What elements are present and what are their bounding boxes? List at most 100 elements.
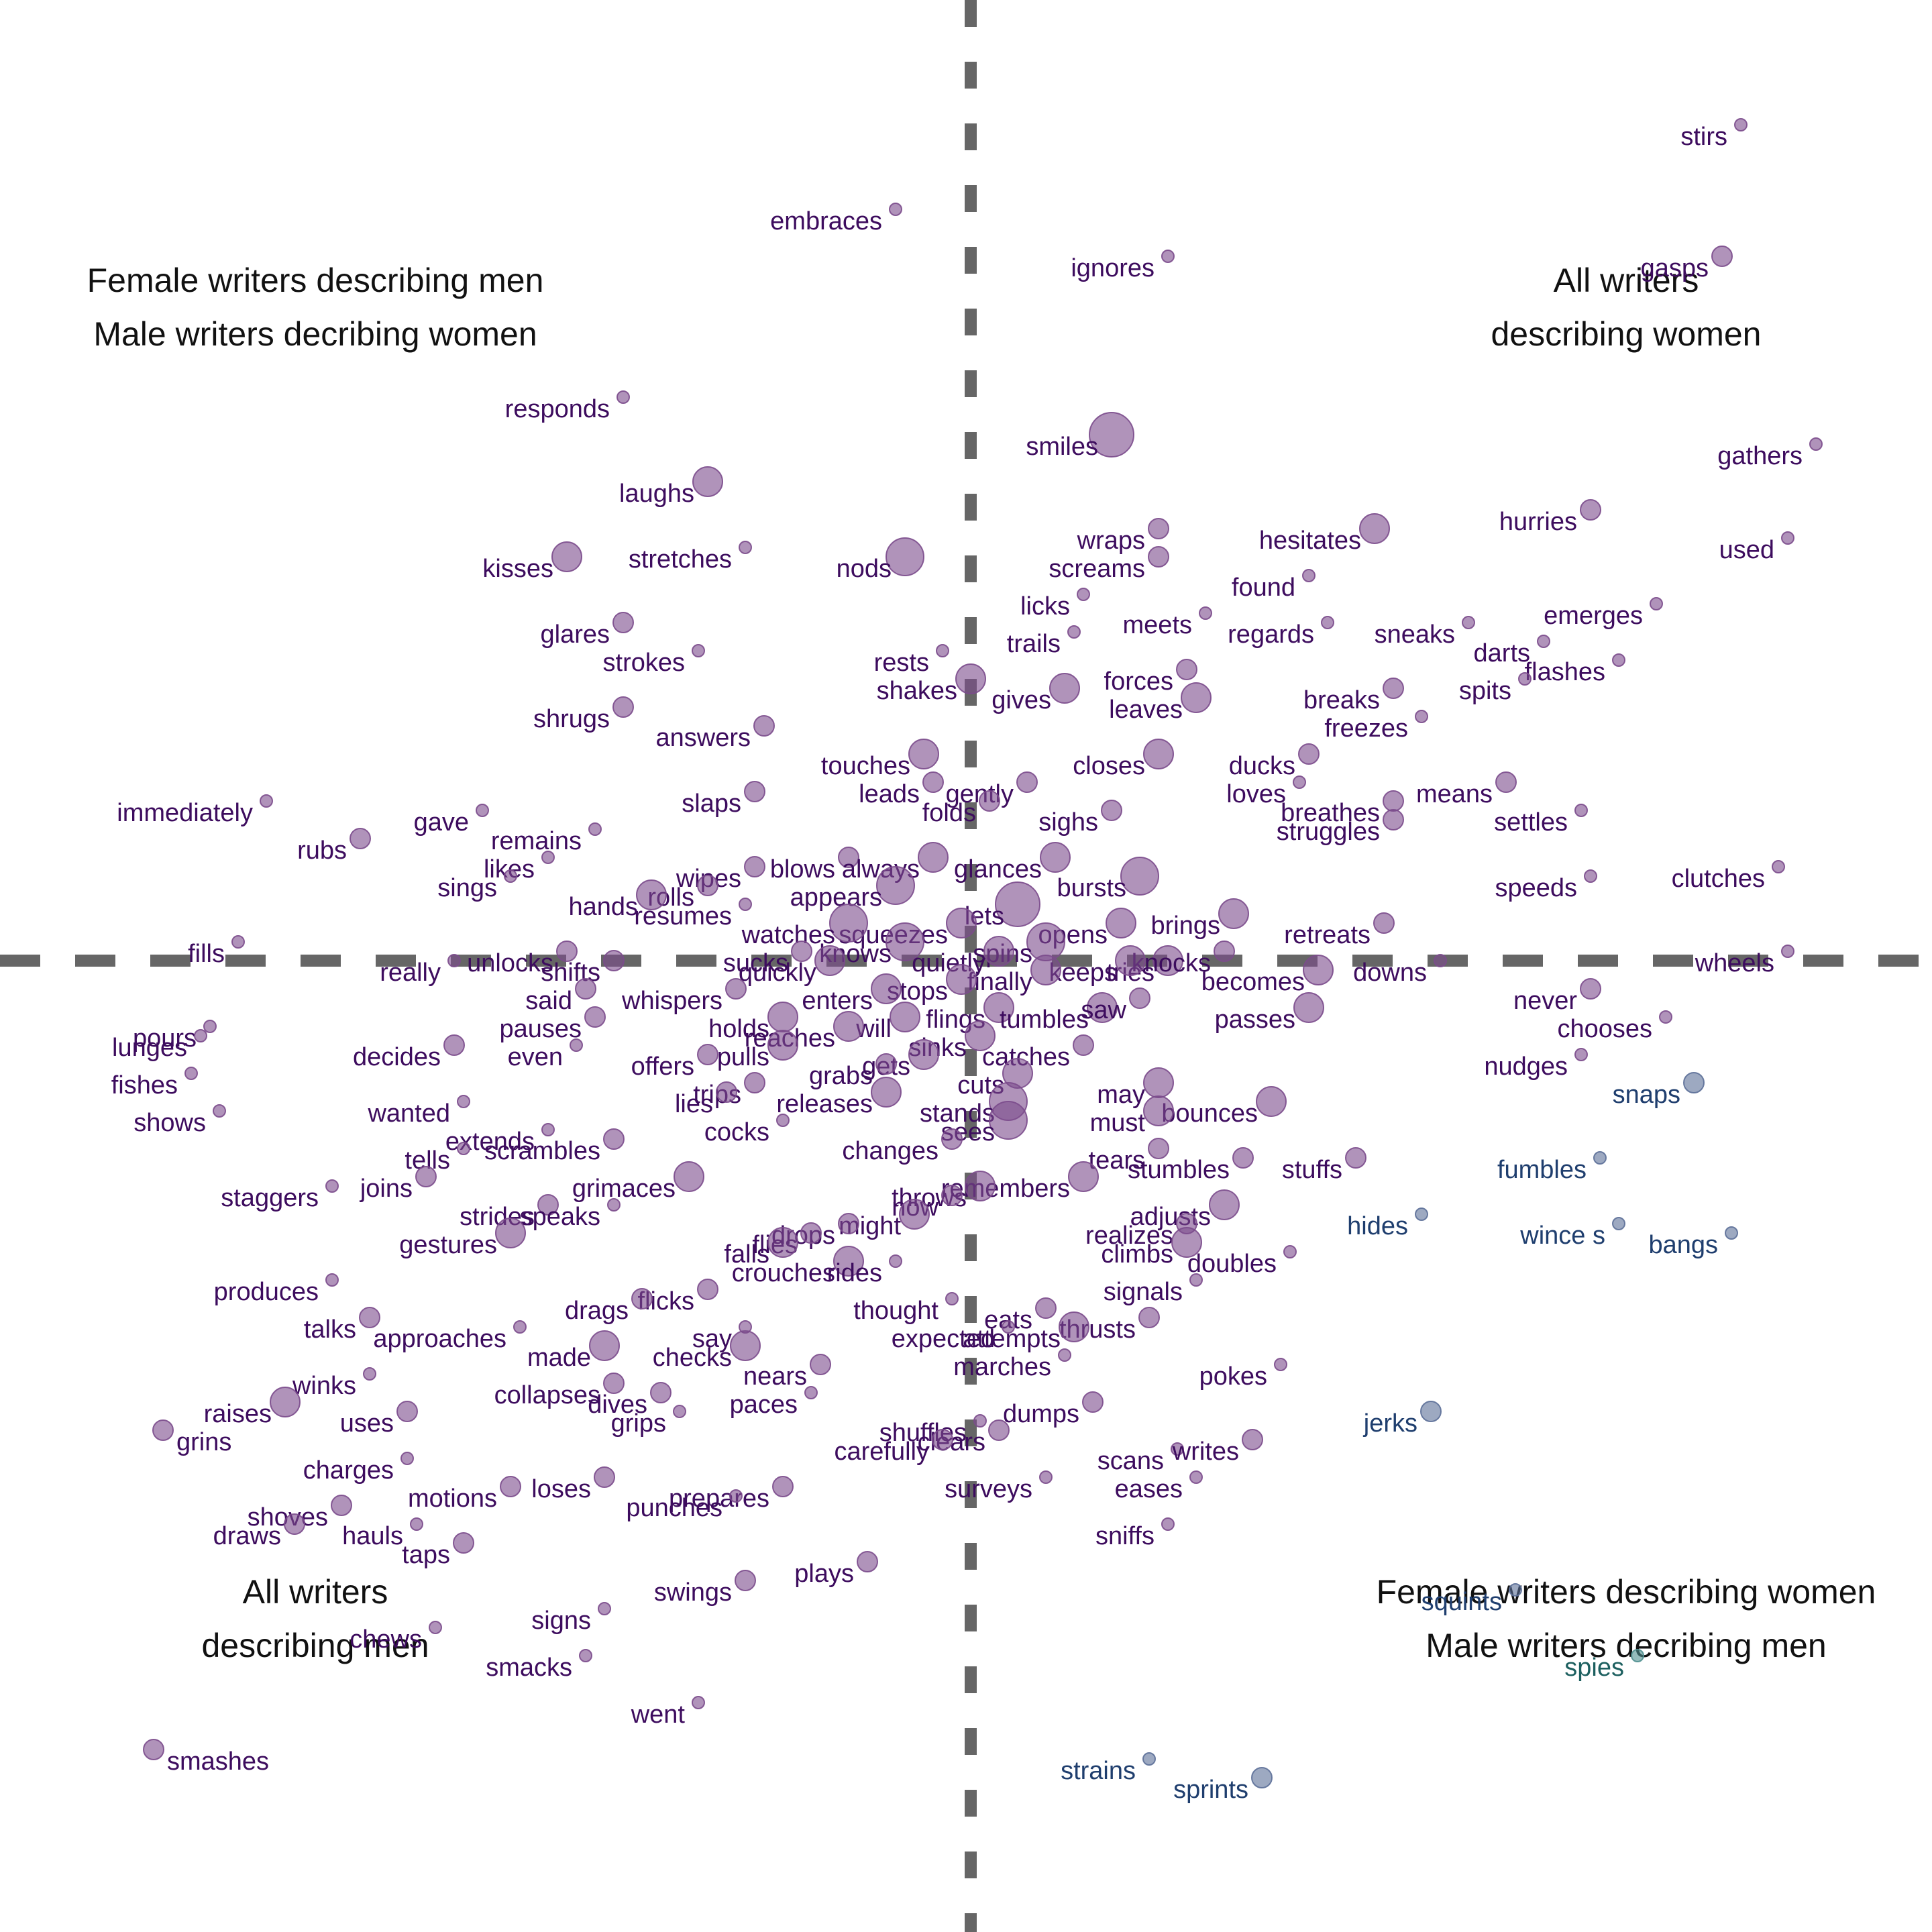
label-resumes: resumes bbox=[634, 902, 732, 930]
label-pours: pours bbox=[133, 1024, 197, 1053]
point-regards bbox=[1321, 616, 1334, 629]
point-tries bbox=[1152, 945, 1183, 976]
point-hesitates bbox=[1359, 513, 1390, 544]
label-rests: rests bbox=[874, 649, 929, 677]
label-bangs: bangs bbox=[1648, 1231, 1718, 1259]
point-trails bbox=[1067, 625, 1081, 639]
point-freezes bbox=[1415, 710, 1428, 723]
point-embraces bbox=[889, 203, 902, 216]
label-grips: grips bbox=[611, 1409, 666, 1438]
label-holds: holds bbox=[708, 1015, 769, 1043]
label-whispers: whispers bbox=[621, 987, 722, 1015]
point-flashes bbox=[1612, 653, 1625, 667]
point-chooses bbox=[1659, 1010, 1672, 1024]
point-spies bbox=[1631, 1649, 1644, 1662]
label-surveys: surveys bbox=[945, 1475, 1032, 1503]
point-knocks bbox=[1214, 941, 1235, 962]
point-retreats bbox=[1373, 912, 1395, 934]
point-laughs bbox=[692, 466, 723, 497]
point-loves bbox=[1293, 775, 1306, 789]
point-pours bbox=[203, 1020, 217, 1033]
point-attempts bbox=[1059, 1311, 1089, 1342]
label-attempts: attempts bbox=[963, 1325, 1061, 1353]
point-opens bbox=[1106, 908, 1136, 938]
label-passes: passes bbox=[1215, 1006, 1295, 1034]
point-collapses bbox=[603, 1373, 625, 1394]
point-crouches bbox=[833, 1246, 864, 1277]
label-lunges: lunges bbox=[112, 1034, 187, 1062]
point-checks bbox=[730, 1330, 761, 1361]
point-expected bbox=[1002, 1320, 1015, 1334]
label-chews: chews bbox=[350, 1625, 422, 1654]
point-decides bbox=[443, 1034, 465, 1056]
label-downs: downs bbox=[1353, 959, 1427, 987]
point-bursts bbox=[1120, 857, 1159, 896]
point-produces bbox=[325, 1273, 339, 1287]
label-raises: raises bbox=[204, 1400, 272, 1428]
point-blows bbox=[838, 847, 859, 868]
label-stirs: stirs bbox=[1680, 123, 1727, 151]
label-fishes: fishes bbox=[111, 1071, 178, 1099]
point-wraps bbox=[1148, 518, 1169, 539]
point-fishes bbox=[184, 1067, 198, 1080]
point-hides bbox=[1415, 1208, 1428, 1221]
label-means: means bbox=[1416, 780, 1493, 808]
label-never: never bbox=[1513, 987, 1577, 1015]
quadrant-label-top-right-line2: describing women bbox=[1491, 315, 1762, 353]
point-darts bbox=[1537, 635, 1550, 648]
point-quickly bbox=[814, 945, 845, 976]
point-talks bbox=[359, 1307, 380, 1328]
point-never bbox=[1580, 978, 1601, 1000]
point-wheels bbox=[1781, 945, 1794, 958]
point-paces bbox=[804, 1386, 818, 1399]
point-sings bbox=[504, 869, 517, 883]
point-watches bbox=[829, 904, 868, 943]
label-unlocks: unlocks bbox=[467, 949, 553, 977]
label-nears: nears bbox=[743, 1362, 807, 1391]
label-sighs: sighs bbox=[1038, 808, 1098, 837]
label-stands: stands bbox=[920, 1099, 995, 1128]
label-squints: squints bbox=[1421, 1588, 1502, 1616]
label-grabs: grabs bbox=[809, 1062, 873, 1090]
label-went: went bbox=[631, 1701, 686, 1729]
point-snaps bbox=[1683, 1072, 1705, 1093]
label-licks: licks bbox=[1020, 592, 1070, 621]
label-gasps: gasps bbox=[1641, 254, 1709, 282]
label-carefully: carefully bbox=[835, 1438, 930, 1466]
label-immediately: immediately bbox=[117, 799, 253, 827]
label-loves: loves bbox=[1226, 780, 1286, 808]
point-gently bbox=[1016, 771, 1038, 793]
label-ignores: ignores bbox=[1071, 254, 1155, 282]
label-dumps: dumps bbox=[1003, 1400, 1079, 1428]
point-wanted bbox=[457, 1095, 470, 1108]
point-grins bbox=[152, 1419, 174, 1441]
label-settles: settles bbox=[1494, 808, 1568, 837]
label-hands: hands bbox=[568, 893, 638, 921]
label-collapses: collapses bbox=[494, 1381, 600, 1409]
label-sucks: sucks bbox=[723, 949, 788, 977]
point-breaks bbox=[1383, 678, 1404, 699]
point-sinks bbox=[965, 1020, 996, 1051]
label-releases: releases bbox=[776, 1090, 873, 1118]
label-crouches: crouches bbox=[732, 1259, 835, 1287]
label-screams: screams bbox=[1049, 555, 1145, 583]
quadrant-label-bottom-left-line1: All writers bbox=[243, 1573, 388, 1611]
label-taps: taps bbox=[402, 1541, 450, 1569]
label-cocks: cocks bbox=[704, 1118, 769, 1146]
point-lunges bbox=[194, 1029, 207, 1042]
point-adjusts bbox=[1209, 1189, 1240, 1220]
point-nears bbox=[810, 1354, 831, 1375]
point-punches bbox=[729, 1489, 743, 1503]
label-enters: enters bbox=[802, 987, 873, 1015]
label-leads: leads bbox=[859, 780, 920, 808]
point-shakes bbox=[955, 663, 986, 694]
point-hurries bbox=[1580, 499, 1601, 521]
point-answers bbox=[753, 715, 775, 737]
point-climbs bbox=[1171, 1227, 1202, 1258]
point-closes bbox=[1143, 739, 1174, 769]
point-pulls bbox=[767, 1030, 798, 1061]
point-forces bbox=[1176, 659, 1197, 680]
point-jerks bbox=[1420, 1401, 1442, 1422]
point-squeezes bbox=[946, 908, 977, 938]
